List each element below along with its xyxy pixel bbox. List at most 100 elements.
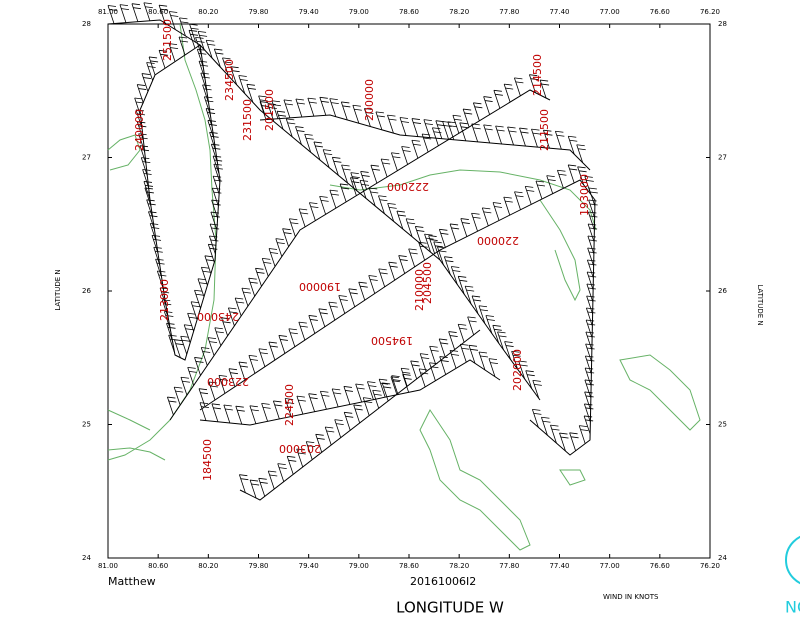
barb-flag — [569, 168, 578, 171]
barb-flag — [211, 143, 220, 146]
barb-flag — [515, 195, 524, 198]
barb-staff — [187, 367, 195, 386]
barb-flag — [199, 282, 208, 285]
barb-flag — [326, 430, 335, 433]
barb-flag — [452, 114, 461, 117]
barb-flag — [191, 301, 200, 304]
barb-staff — [202, 84, 209, 103]
barb-staff — [324, 426, 332, 446]
barb-flag — [444, 125, 452, 127]
barb-staff — [511, 351, 519, 370]
barb-staff — [146, 199, 154, 218]
barb-staff — [261, 258, 269, 277]
barb-flag — [328, 301, 337, 304]
barb-flag — [437, 246, 446, 249]
barb-flag — [190, 33, 199, 36]
barb-flag — [399, 117, 409, 119]
lat-label-right: 26 — [718, 287, 727, 295]
barb-staff — [212, 176, 220, 195]
barb-flag — [343, 386, 352, 388]
barb-flag — [525, 370, 534, 373]
barb-staff — [584, 355, 592, 375]
barb-flag — [460, 343, 469, 346]
barb-staff — [238, 75, 246, 94]
barb-staff — [457, 324, 465, 343]
barb-flag — [223, 61, 232, 64]
barb-staff — [167, 396, 174, 416]
barb-flag — [589, 251, 597, 254]
barb-flag — [142, 169, 151, 171]
barb-flag — [202, 270, 211, 273]
barb-flag — [168, 43, 178, 46]
barb-flag — [532, 132, 541, 135]
barb-flag — [577, 166, 586, 169]
barb-flag — [447, 121, 456, 124]
barb-staff — [471, 213, 478, 232]
barb-flag — [287, 122, 296, 125]
barb-flag — [232, 70, 240, 73]
barb-flag — [483, 96, 492, 98]
barb-staff — [308, 315, 316, 334]
barb-flag — [256, 271, 265, 274]
barb-staff — [531, 129, 538, 148]
barb-flag — [558, 173, 567, 176]
barb-staff — [495, 125, 502, 145]
barb-flag — [333, 160, 342, 163]
barb-flag — [260, 352, 268, 355]
barb-staff — [402, 374, 410, 393]
barb-flag — [429, 362, 438, 365]
lon-label-top: 76.20 — [700, 8, 720, 16]
logo-ring — [785, 535, 800, 585]
barb-flag — [364, 108, 373, 110]
barb-flag — [459, 279, 468, 282]
barb-staff — [543, 130, 550, 149]
barb-flag — [451, 227, 460, 230]
florida-bay — [107, 409, 151, 431]
barb-flag — [429, 345, 438, 348]
barb-staff — [238, 361, 246, 381]
barb-flag — [398, 255, 407, 257]
lon-label-bottom: 76.20 — [700, 562, 720, 570]
wind-units: WIND IN KNOTS — [603, 593, 659, 601]
barb-flag — [586, 319, 595, 322]
time-label: 214500 — [531, 54, 544, 96]
barb-flag — [507, 126, 516, 129]
time-label: 211500 — [538, 109, 551, 151]
barb-staff — [258, 348, 266, 367]
lon-label-bottom: 77.40 — [549, 562, 569, 570]
barb-flag — [315, 145, 323, 148]
barb-flag — [389, 206, 397, 209]
barb-staff — [338, 295, 346, 314]
barb-staff — [188, 30, 196, 49]
barb-flag — [159, 49, 168, 52]
barb-flag — [504, 341, 513, 343]
barb-flag — [527, 374, 535, 377]
barb-staff — [391, 375, 399, 394]
barb-staff — [282, 228, 289, 247]
barb-staff — [585, 307, 593, 327]
barb-flag — [137, 84, 146, 86]
barb-staff — [583, 403, 591, 423]
barb-flag — [215, 167, 223, 170]
barb-flag — [195, 36, 204, 39]
barb-flag — [207, 337, 217, 340]
barb-flag — [267, 103, 276, 105]
barb-staff — [588, 199, 596, 219]
barb-staff — [418, 242, 426, 261]
barb-flag — [400, 259, 408, 261]
barb-flag — [210, 223, 219, 226]
barb-flag — [406, 218, 415, 221]
barb-staff — [483, 124, 491, 144]
barb-flag — [584, 403, 593, 406]
barb-flag — [199, 60, 208, 63]
barb-staff — [358, 282, 366, 301]
barb-staff — [119, 4, 127, 23]
barb-flag — [440, 232, 449, 235]
barb-flag — [310, 319, 318, 321]
barb-flag — [560, 436, 569, 439]
barb-flag — [251, 409, 259, 412]
barb-staff — [298, 208, 306, 228]
time-label: 202000 — [511, 349, 524, 391]
barb-flag — [145, 185, 153, 187]
barb-staff — [539, 79, 547, 99]
